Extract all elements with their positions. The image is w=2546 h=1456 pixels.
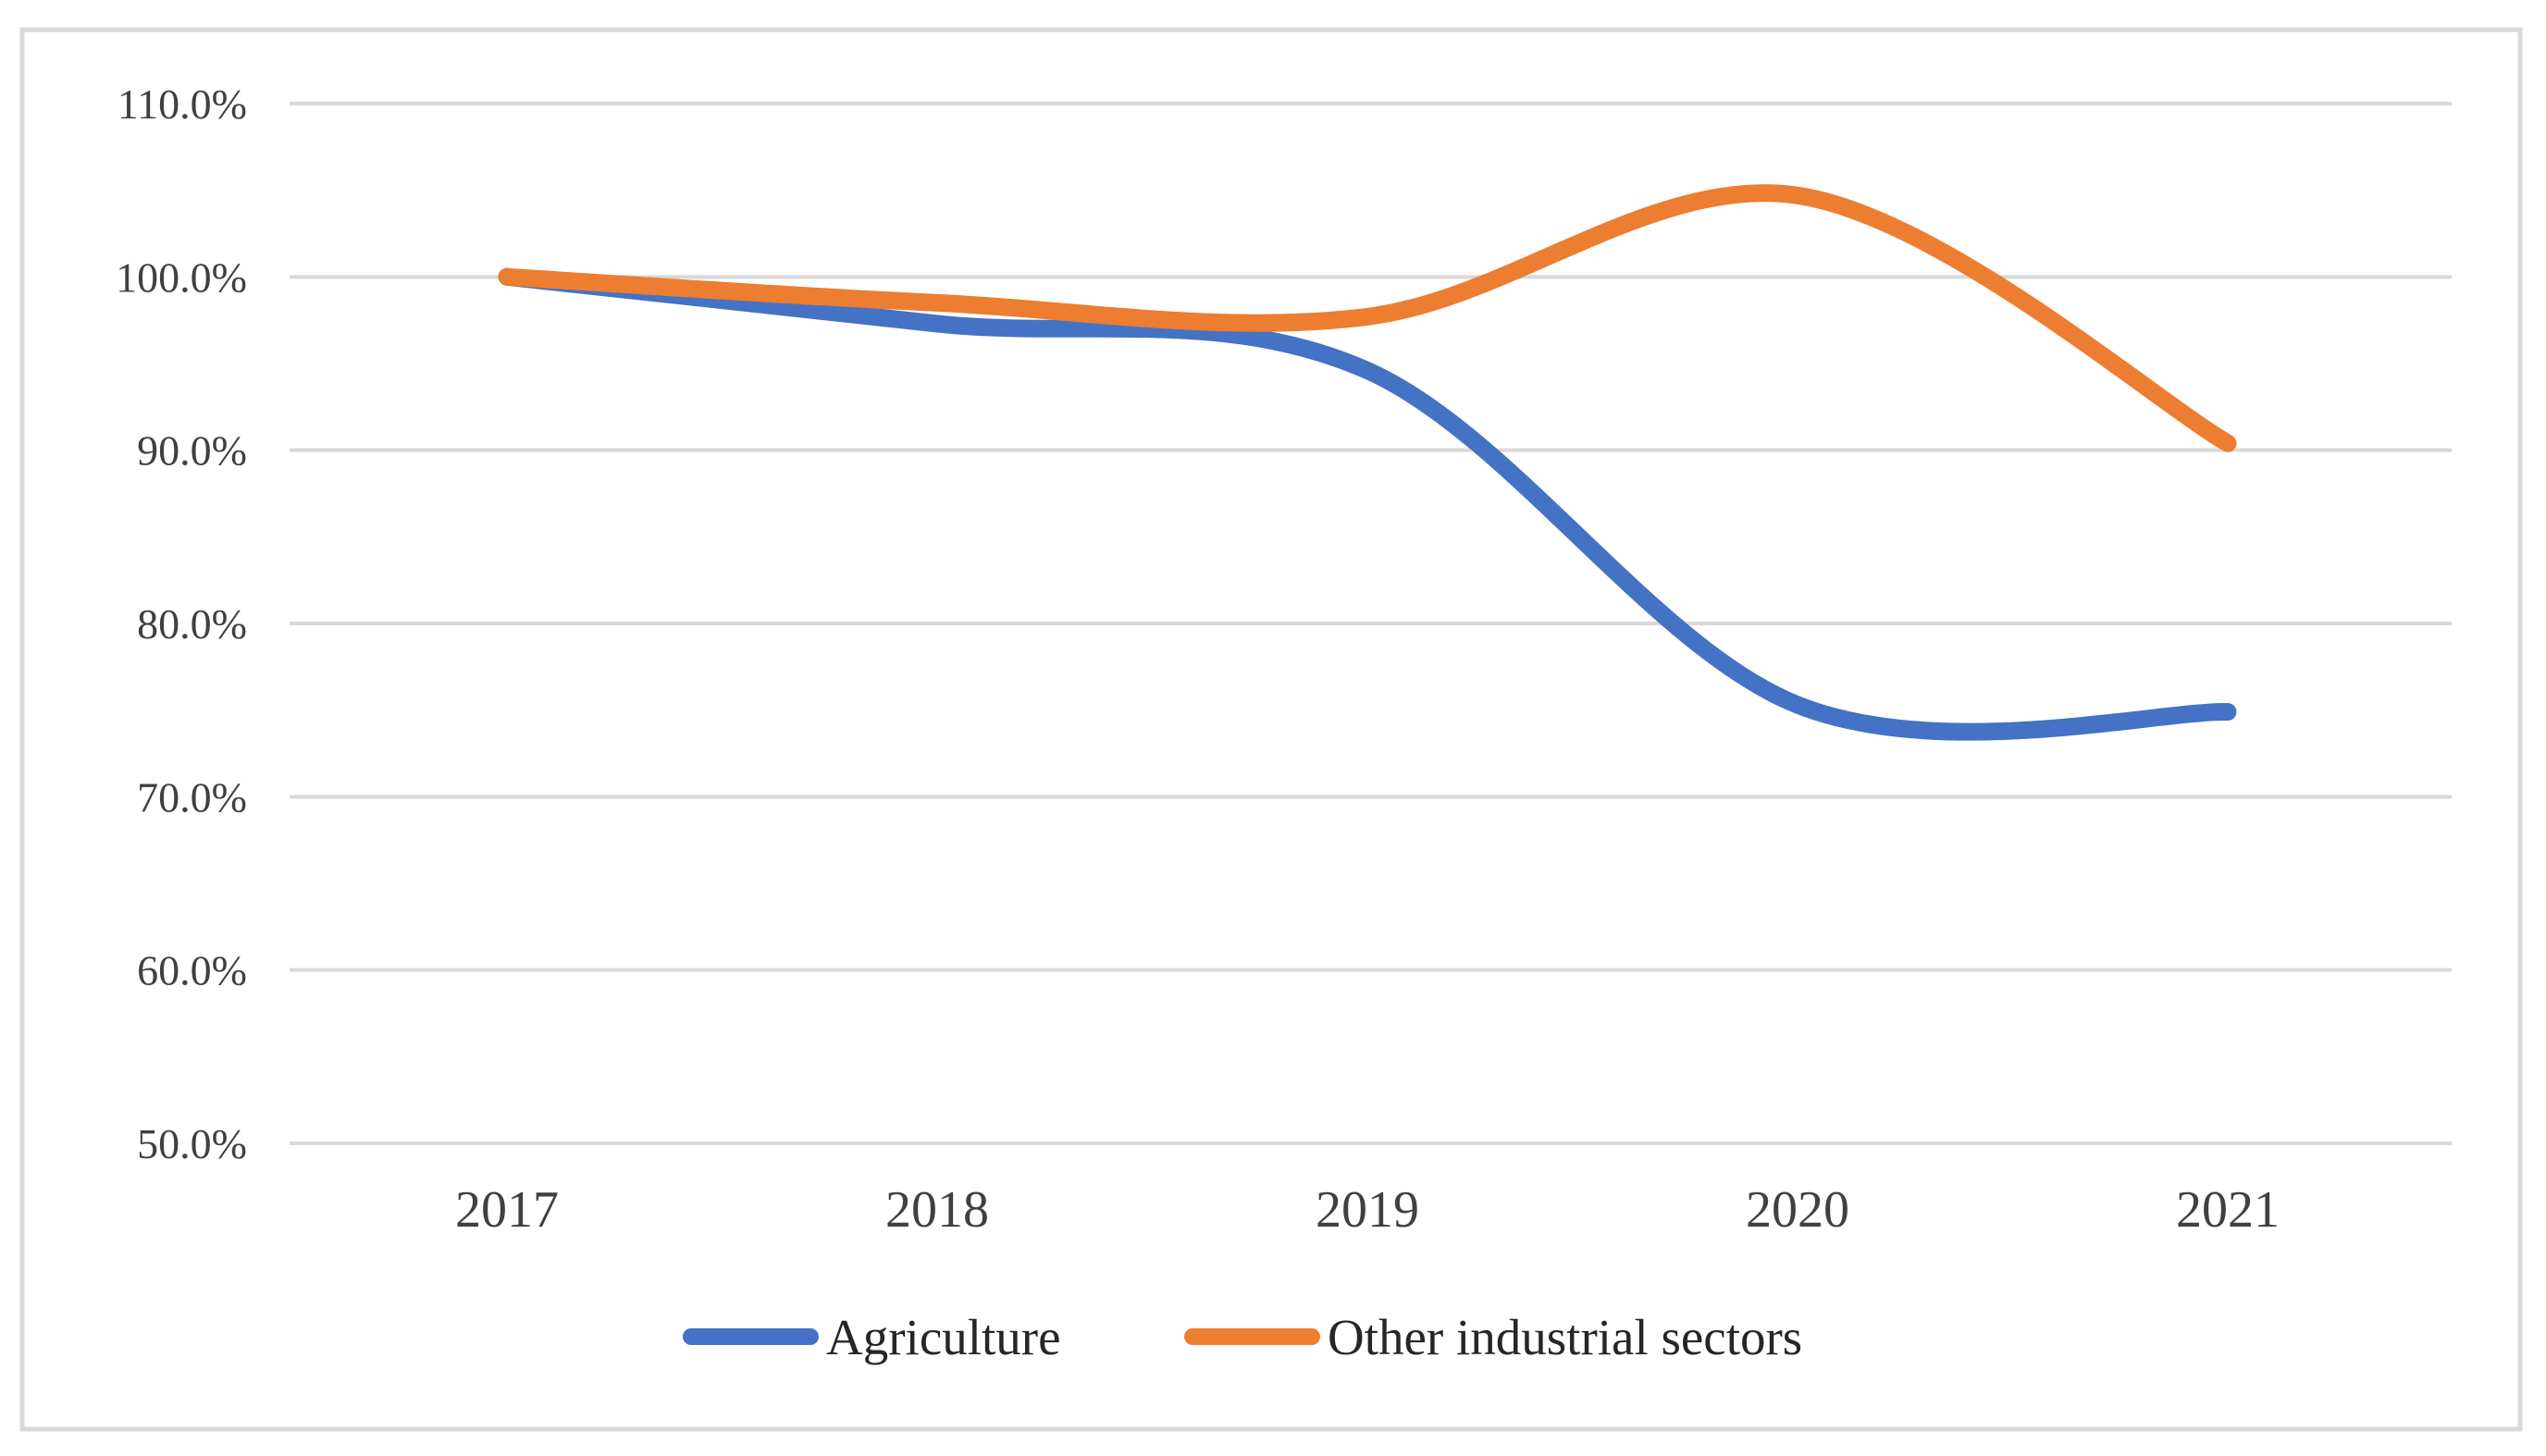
y-axis-label-100: 100.0% [116,253,247,301]
series-line-other-industrial-sectors [498,184,2237,452]
y-axis-label-80: 80.0% [137,600,247,648]
x-axis-label-2021: 2021 [2176,1181,2280,1239]
y-axis-label-70: 70.0% [137,773,247,821]
y-axis-label-90: 90.0% [137,427,247,475]
series-line-agriculture [498,267,2237,741]
x-axis-label-2020: 2020 [1746,1181,1849,1239]
y-axis-label-50: 50.0% [137,1120,247,1167]
legend-label-other-industrial-sectors: Other industrial sectors [1328,1309,1802,1365]
legend-group: Agriculture Other industrial sectors [683,1309,1802,1365]
legend-label-agriculture: Agriculture [826,1309,1061,1365]
x-axis-labels-group: 2017 2018 2019 2020 2021 [455,1181,2280,1239]
gridlines-group [290,102,2452,1145]
x-axis-label-2018: 2018 [885,1181,989,1239]
y-axis-label-110: 110.0% [117,80,247,128]
x-axis-label-2017: 2017 [455,1181,559,1239]
y-axis-labels-group: 110.0% 100.0% 90.0% 80.0% 70.0% 60.0% 50.0% [116,80,247,1167]
series-lines-group [498,184,2237,741]
y-axis-label-60: 60.0% [137,947,247,994]
figure-border [19,27,2523,1432]
x-axis-label-2019: 2019 [1316,1181,1419,1239]
